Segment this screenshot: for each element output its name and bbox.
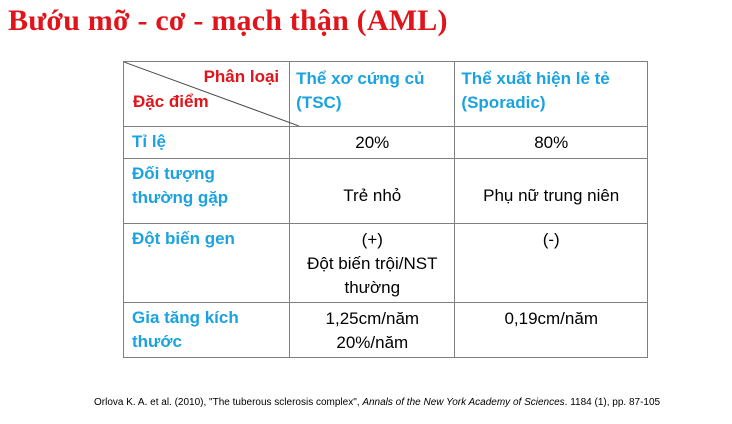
row-label-line: thường gặp [132, 188, 229, 207]
citation-volume: . 1184 (1), pp. 87-105 [564, 397, 661, 408]
column-header-line: Thể xơ cứng củ [296, 69, 425, 88]
row-label: Tỉ lệ [122, 126, 291, 159]
corner-header-cell: Phân loại Đặc điểm [122, 61, 299, 127]
cell-line: Phụ nữ trung niên [483, 186, 620, 205]
citation: Orlova K. A. et al. (2010), "The tuberou… [94, 397, 660, 408]
column-header-line: (TSC) [296, 93, 342, 112]
table-row: Tỉ lệ 20% 80% [122, 126, 648, 159]
row-label-line: Đột biến gen [132, 229, 235, 248]
row-label-line: Tỉ lệ [132, 132, 167, 151]
column-header-tsc: Thể xơ cứng củ (TSC) [289, 61, 456, 127]
table-header-row: Phân loại Đặc điểm Thể xơ cứng củ (TSC) … [122, 61, 648, 127]
cell-line: 20%/năm [336, 333, 409, 352]
table-row: Đột biến gen (+) Đột biến trội/NST thườn… [122, 223, 648, 303]
cell-tsc: Trẻ nhỏ [289, 158, 456, 224]
cell-sporadic: 80% [454, 126, 648, 159]
row-label: Gia tăng kích thước [122, 302, 291, 358]
cell-line: thường [344, 278, 401, 297]
cell-sporadic: Phụ nữ trung niên [454, 158, 648, 224]
cell-line: 1,25cm/năm [325, 309, 420, 328]
cell-line: (+) [361, 230, 383, 249]
row-label-line: Đối tượng [132, 164, 215, 183]
corner-label-feature: Đặc điểm [133, 92, 209, 111]
cell-line: 20% [355, 133, 390, 152]
cell-tsc: 20% [289, 126, 456, 159]
row-label-line: Gia tăng kích [132, 308, 239, 327]
cell-sporadic: (-) [454, 223, 648, 303]
row-label-line: thước [132, 332, 182, 351]
cell-line: 80% [534, 133, 569, 152]
cell-line: 0,19cm/năm [504, 309, 598, 328]
row-label: Đột biến gen [122, 223, 291, 303]
comparison-table: Phân loại Đặc điểm Thể xơ cứng củ (TSC) … [122, 61, 648, 358]
corner-label-classification: Phân loại [203, 67, 280, 86]
cell-sporadic: 0,19cm/năm [454, 302, 648, 358]
cell-line: Đột biến trội/NST [307, 254, 438, 273]
slide-title: Bướu mỡ - cơ - mạch thận (AML) [8, 4, 448, 37]
column-header-sporadic: Thể xuất hiện lẻ tẻ (Sporadic) [454, 61, 648, 127]
cell-tsc: (+) Đột biến trội/NST thường [289, 223, 456, 303]
row-label: Đối tượng thường gặp [122, 158, 291, 224]
cell-line: (-) [542, 230, 560, 249]
citation-journal: Annals of the New York Academy of Scienc… [362, 397, 565, 408]
diagonal-divider [124, 62, 299, 126]
table-row: Đối tượng thường gặp Trẻ nhỏ Phụ nữ trun… [122, 158, 648, 224]
cell-line: Trẻ nhỏ [343, 186, 402, 205]
citation-authors: Orlova K. A. et al. (2010), "The tuberou… [94, 397, 363, 408]
table-row: Gia tăng kích thước 1,25cm/năm 20%/năm 0… [122, 302, 648, 358]
column-header-line: (Sporadic) [461, 93, 546, 112]
cell-tsc: 1,25cm/năm 20%/năm [289, 302, 456, 358]
column-header-line: Thể xuất hiện lẻ tẻ [461, 69, 610, 88]
